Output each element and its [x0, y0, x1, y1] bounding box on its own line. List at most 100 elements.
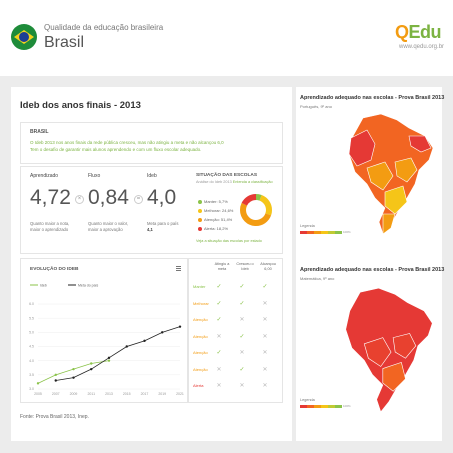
cross-icon: ✕ — [262, 317, 268, 323]
map-subtitle-portugues: Português, 9º ano — [300, 104, 332, 109]
data-point — [143, 339, 146, 343]
x-tick-label: 2005 — [34, 392, 42, 396]
check-icon: ✓ — [216, 300, 222, 307]
x-tick-label: 2011 — [87, 392, 95, 396]
check-icon: ✓ — [239, 284, 245, 290]
data-point — [125, 345, 128, 348]
times-icon: × — [75, 195, 84, 204]
check-icon: ✓ — [216, 284, 222, 290]
series-line — [55, 326, 181, 381]
donut-slice — [240, 194, 272, 226]
situacao-item: Manter: 5,7% — [198, 199, 228, 204]
data-point — [90, 362, 93, 365]
header-subtitle: Qualidade da educação brasileira — [44, 23, 164, 32]
legend-swatch — [314, 405, 321, 408]
data-point — [178, 325, 182, 328]
legend-label: Meta do país — [78, 284, 98, 288]
metrics-box — [20, 166, 283, 254]
legend-swatch — [335, 231, 342, 234]
ideb-panel — [11, 87, 292, 441]
table-header-alcancou: Alcançou 6,00 — [260, 262, 276, 271]
situacao-title: SITUAÇÃO DAS ESCOLAS — [196, 173, 258, 178]
situacao-item: Atenção: 51,4% — [198, 217, 232, 222]
x-tick-label: 2015 — [123, 392, 131, 396]
situacao-table — [188, 258, 283, 403]
table-row-label: Atenção — [193, 333, 208, 339]
cross-icon: ✕ — [216, 383, 222, 389]
map-legend-label: Legenda — [300, 398, 315, 402]
y-tick-label: 4.0 — [29, 359, 34, 363]
series-line — [37, 360, 110, 384]
y-tick-label: 5.0 — [29, 331, 34, 335]
cross-icon: ✕ — [239, 350, 245, 356]
cross-icon: ✕ — [262, 300, 268, 307]
info-text: O Ideb 2013 nos anos finais da rede públ… — [30, 140, 224, 152]
table-row-label: Alerta — [193, 383, 204, 388]
data-point — [107, 356, 111, 360]
situacao-subtitle: Análise do Ideb 2013 Entenda a classific… — [196, 180, 273, 184]
legend-swatch — [300, 231, 307, 234]
brazil-map-portugues[interactable] — [345, 110, 437, 238]
x-tick-label: 2017 — [141, 392, 149, 396]
cross-icon: ✕ — [239, 383, 245, 389]
brazil-flag-icon — [11, 24, 37, 50]
aprendizado-value: 4,72 — [30, 186, 71, 209]
cross-icon: ✕ — [216, 366, 222, 373]
legend-swatch — [328, 405, 335, 408]
cross-icon: ✕ — [262, 383, 268, 389]
situacao-footer-link[interactable]: Veja a situação das escolas por estado — [196, 239, 262, 243]
legend-swatch — [335, 405, 342, 408]
check-icon: ✓ — [262, 284, 268, 290]
map-title-portugues: Aprendizado adequado nas escolas - Prova… — [300, 95, 445, 101]
cross-icon: ✕ — [262, 366, 268, 373]
qedu-logo[interactable]: QEdu — [395, 22, 442, 42]
data-point — [54, 379, 57, 382]
donut-slice — [240, 194, 272, 226]
brazil-map-matematica[interactable] — [340, 284, 438, 416]
aprendizado-desc: Quanto maior a nota, maior o aprendizado — [30, 221, 70, 232]
cross-icon: ✕ — [262, 333, 268, 340]
menu-icon[interactable] — [176, 266, 181, 271]
table-header-atingiu: Atingiu a meta — [214, 262, 230, 271]
map-legend-bar — [300, 231, 342, 234]
cross-icon: ✕ — [262, 350, 268, 356]
situacao-link[interactable]: Entenda a classificação — [232, 180, 273, 184]
legend-swatch — [314, 231, 321, 234]
table-row-label: Atenção — [193, 317, 208, 322]
check-icon: ✓ — [239, 300, 245, 307]
map-title-matematica: Aprendizado adequado nas escolas - Prova… — [300, 267, 445, 273]
fluxo-label: Fluxo — [88, 173, 101, 179]
check-icon: ✓ — [239, 366, 245, 373]
data-point — [72, 376, 75, 379]
x-tick-label: 2019 — [158, 392, 166, 396]
ideb-label: Ideb — [147, 173, 157, 179]
page-title: Brasil — [44, 34, 85, 51]
table-row-label: Manter — [193, 284, 206, 289]
y-tick-label: 4.5 — [29, 345, 34, 349]
legend-label: Ideb — [40, 284, 47, 288]
table-row-label: Melhorar — [193, 300, 209, 306]
aprendizado-label: Aprendizado — [30, 173, 59, 179]
data-point — [36, 382, 40, 385]
table-row-label: Atenção — [193, 350, 208, 355]
chart-box — [20, 258, 188, 403]
info-box — [20, 122, 283, 164]
legend-swatch — [321, 231, 328, 234]
fluxo-desc: Quanto maior o valor, maior a aprovação — [88, 221, 129, 232]
y-tick-label: 6.0 — [29, 302, 34, 306]
legend-swatch — [321, 405, 328, 408]
map-legend-bar — [300, 405, 342, 408]
ideb-value: 4,0 — [147, 186, 177, 209]
check-icon: ✓ — [239, 333, 245, 340]
site-url[interactable]: www.qedu.org.br — [399, 44, 445, 50]
data-point — [161, 331, 164, 334]
data-point — [107, 359, 111, 362]
situacao-donut — [240, 194, 272, 226]
map-legend-label: Legenda — [300, 224, 315, 228]
x-tick-label: 2013 — [105, 392, 113, 396]
cross-icon: ✕ — [216, 333, 222, 340]
legend-swatch — [307, 405, 314, 408]
data-point — [54, 373, 57, 377]
info-label: BRASIL — [30, 129, 49, 135]
check-icon: ✓ — [216, 350, 222, 356]
